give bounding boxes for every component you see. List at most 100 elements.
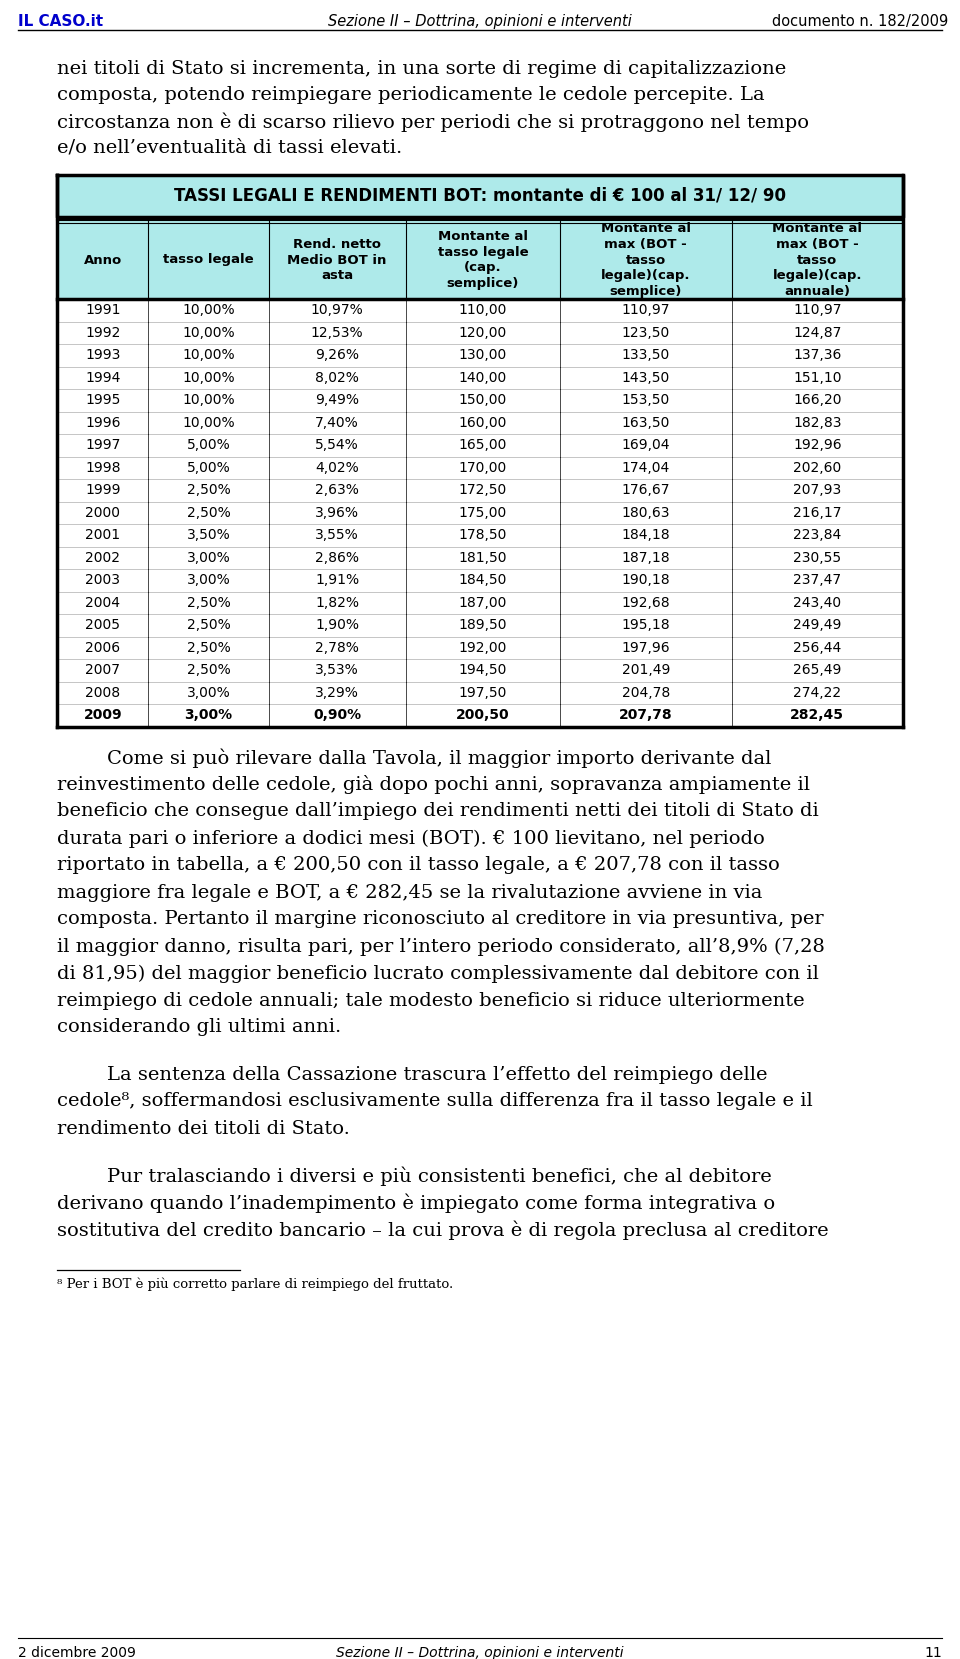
Text: Sezione II – Dottrina, opinioni e interventi: Sezione II – Dottrina, opinioni e interv…: [328, 13, 632, 28]
Text: di 81,95) del maggior beneficio lucrato complessivamente dal debitore con il: di 81,95) del maggior beneficio lucrato …: [57, 964, 819, 982]
Text: 2,63%: 2,63%: [315, 483, 359, 498]
Text: Montante al
tasso legale
(cap.
semplice): Montante al tasso legale (cap. semplice): [438, 231, 528, 290]
Text: 4,02%: 4,02%: [315, 461, 359, 474]
Text: 3,29%: 3,29%: [315, 685, 359, 700]
Text: TASSI LEGALI E RENDIMENTI BOT: montante di € 100 al 31/ 12/ 90: TASSI LEGALI E RENDIMENTI BOT: montante …: [174, 187, 786, 206]
Text: 223,84: 223,84: [793, 528, 841, 542]
Text: 12,53%: 12,53%: [311, 325, 364, 340]
Text: 176,67: 176,67: [621, 483, 670, 498]
Text: 150,00: 150,00: [459, 393, 507, 406]
Text: 120,00: 120,00: [459, 325, 507, 340]
Text: 9,26%: 9,26%: [315, 348, 359, 362]
Text: 184,50: 184,50: [459, 574, 507, 587]
Text: 5,00%: 5,00%: [186, 461, 230, 474]
Text: 282,45: 282,45: [790, 708, 844, 722]
Text: Rend. netto
Medio BOT in
asta: Rend. netto Medio BOT in asta: [287, 237, 387, 282]
Text: 2,50%: 2,50%: [186, 506, 230, 519]
Text: 249,49: 249,49: [793, 619, 842, 632]
Text: rendimento dei titoli di Stato.: rendimento dei titoli di Stato.: [57, 1120, 349, 1138]
Text: 1994: 1994: [85, 370, 120, 385]
Text: durata pari o inferiore a dodici mesi (BOT). € 100 lievitano, nel periodo: durata pari o inferiore a dodici mesi (B…: [57, 830, 765, 848]
Text: 2001: 2001: [85, 528, 120, 542]
Text: 1995: 1995: [85, 393, 120, 406]
Text: 133,50: 133,50: [622, 348, 670, 362]
Text: 265,49: 265,49: [793, 664, 842, 677]
Text: 2009: 2009: [84, 708, 122, 722]
Text: 237,47: 237,47: [793, 574, 841, 587]
Text: 243,40: 243,40: [793, 596, 841, 611]
Text: 3,00%: 3,00%: [184, 708, 232, 722]
Text: 1996: 1996: [85, 416, 120, 430]
Text: 181,50: 181,50: [459, 551, 507, 564]
Text: 194,50: 194,50: [459, 664, 507, 677]
Text: 197,96: 197,96: [621, 640, 670, 655]
Text: 11: 11: [924, 1646, 942, 1659]
Text: 1991: 1991: [85, 304, 120, 317]
Text: 201,49: 201,49: [621, 664, 670, 677]
Text: 182,83: 182,83: [793, 416, 842, 430]
Text: reimpiego di cedole annuali; tale modesto beneficio si riduce ulteriormente: reimpiego di cedole annuali; tale modest…: [57, 992, 804, 1009]
Text: 2004: 2004: [85, 596, 120, 611]
Text: Montante al
max (BOT -
tasso
legale)(cap.
semplice): Montante al max (BOT - tasso legale)(cap…: [601, 222, 691, 297]
Text: e/o nell’eventualità di tassi elevati.: e/o nell’eventualità di tassi elevati.: [57, 138, 402, 156]
Text: Anno: Anno: [84, 254, 122, 267]
Text: 2,78%: 2,78%: [315, 640, 359, 655]
Text: 2002: 2002: [85, 551, 120, 564]
Text: 10,97%: 10,97%: [311, 304, 364, 317]
Text: 1,90%: 1,90%: [315, 619, 359, 632]
Text: 175,00: 175,00: [459, 506, 507, 519]
Text: 170,00: 170,00: [459, 461, 507, 474]
Text: 166,20: 166,20: [793, 393, 842, 406]
Text: Come si può rilevare dalla Tavola, il maggior importo derivante dal: Come si può rilevare dalla Tavola, il ma…: [57, 748, 772, 768]
Text: 2,50%: 2,50%: [186, 483, 230, 498]
Text: 5,00%: 5,00%: [186, 438, 230, 453]
Text: 230,55: 230,55: [793, 551, 841, 564]
Text: 8,02%: 8,02%: [315, 370, 359, 385]
Text: 165,00: 165,00: [459, 438, 507, 453]
Text: 190,18: 190,18: [621, 574, 670, 587]
Text: 124,87: 124,87: [793, 325, 842, 340]
Text: 110,97: 110,97: [621, 304, 670, 317]
Text: 3,53%: 3,53%: [315, 664, 359, 677]
Text: 3,00%: 3,00%: [186, 685, 230, 700]
Text: 2 dicembre 2009: 2 dicembre 2009: [18, 1646, 136, 1659]
Text: 7,40%: 7,40%: [315, 416, 359, 430]
Text: 160,00: 160,00: [459, 416, 507, 430]
Text: circostanza non è di scarso rilievo per periodi che si protraggono nel tempo: circostanza non è di scarso rilievo per …: [57, 113, 809, 131]
Text: 10,00%: 10,00%: [182, 393, 235, 406]
Text: 10,00%: 10,00%: [182, 348, 235, 362]
Text: 3,00%: 3,00%: [186, 574, 230, 587]
Text: il maggior danno, risulta pari, per l’intero periodo considerato, all’8,9% (7,28: il maggior danno, risulta pari, per l’in…: [57, 937, 825, 956]
Text: 195,18: 195,18: [621, 619, 670, 632]
Text: 2003: 2003: [85, 574, 120, 587]
Text: Montante al
max (BOT -
tasso
legale)(cap.
annuale): Montante al max (BOT - tasso legale)(cap…: [772, 222, 862, 297]
Text: derivano quando l’inadempimento è impiegato come forma integrativa o: derivano quando l’inadempimento è impieg…: [57, 1193, 775, 1213]
Text: 2008: 2008: [85, 685, 120, 700]
Text: ⁸ Per i BOT è più corretto parlare di reimpiego del fruttato.: ⁸ Per i BOT è più corretto parlare di re…: [57, 1277, 453, 1291]
Text: Sezione II – Dottrina, opinioni e interventi: Sezione II – Dottrina, opinioni e interv…: [336, 1646, 624, 1659]
Text: 192,68: 192,68: [621, 596, 670, 611]
Text: 123,50: 123,50: [622, 325, 670, 340]
Text: 172,50: 172,50: [459, 483, 507, 498]
Text: 2006: 2006: [85, 640, 120, 655]
Text: 256,44: 256,44: [793, 640, 841, 655]
Text: 192,96: 192,96: [793, 438, 842, 453]
Text: cedole⁸, soffermandosi esclusivamente sulla differenza fra il tasso legale e il: cedole⁸, soffermandosi esclusivamente su…: [57, 1093, 813, 1110]
Text: 189,50: 189,50: [459, 619, 507, 632]
Text: 3,50%: 3,50%: [186, 528, 230, 542]
Text: 2007: 2007: [85, 664, 120, 677]
Text: beneficio che consegue dall’impiego dei rendimenti netti dei titoli di Stato di: beneficio che consegue dall’impiego dei …: [57, 803, 819, 821]
Text: considerando gli ultimi anni.: considerando gli ultimi anni.: [57, 1019, 341, 1037]
Text: 1999: 1999: [85, 483, 120, 498]
Text: 3,00%: 3,00%: [186, 551, 230, 564]
Text: 10,00%: 10,00%: [182, 416, 235, 430]
Text: 9,49%: 9,49%: [315, 393, 359, 406]
Text: 204,78: 204,78: [622, 685, 670, 700]
Text: 187,18: 187,18: [621, 551, 670, 564]
Text: 200,50: 200,50: [456, 708, 510, 722]
Text: documento n. 182/2009: documento n. 182/2009: [772, 13, 948, 28]
Text: 2005: 2005: [85, 619, 120, 632]
Text: 197,50: 197,50: [459, 685, 507, 700]
Text: 110,00: 110,00: [459, 304, 507, 317]
Text: 3,55%: 3,55%: [315, 528, 359, 542]
